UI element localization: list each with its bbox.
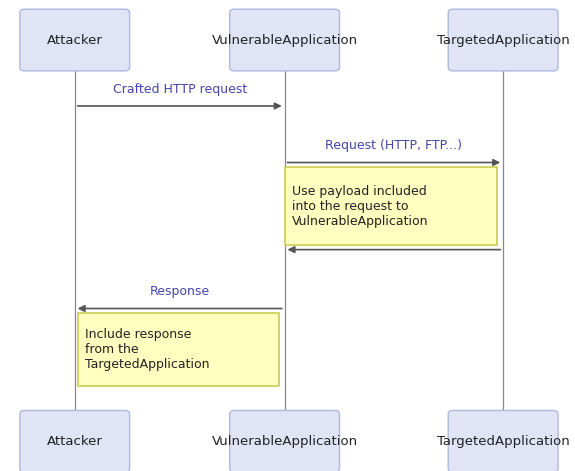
FancyBboxPatch shape: [78, 313, 279, 386]
Text: Attacker: Attacker: [47, 33, 103, 47]
Text: Crafted HTTP request: Crafted HTTP request: [113, 82, 247, 96]
FancyBboxPatch shape: [229, 410, 339, 471]
Text: VulnerableApplication: VulnerableApplication: [212, 33, 358, 47]
FancyBboxPatch shape: [448, 9, 558, 71]
Text: Include response
from the
TargetedApplication: Include response from the TargetedApplic…: [85, 328, 209, 371]
Text: Response: Response: [150, 285, 210, 298]
Text: Use payload included
into the request to
VulnerableApplication: Use payload included into the request to…: [292, 185, 428, 227]
Text: VulnerableApplication: VulnerableApplication: [212, 435, 358, 448]
Text: Response: Response: [364, 226, 424, 239]
Text: Request (HTTP, FTP...): Request (HTTP, FTP...): [325, 139, 462, 152]
FancyBboxPatch shape: [229, 9, 339, 71]
FancyBboxPatch shape: [285, 167, 497, 245]
FancyBboxPatch shape: [20, 9, 130, 71]
Text: TargetedApplication: TargetedApplication: [437, 435, 569, 448]
Text: TargetedApplication: TargetedApplication: [437, 33, 569, 47]
Text: Attacker: Attacker: [47, 435, 103, 448]
FancyBboxPatch shape: [448, 410, 558, 471]
FancyBboxPatch shape: [20, 410, 130, 471]
